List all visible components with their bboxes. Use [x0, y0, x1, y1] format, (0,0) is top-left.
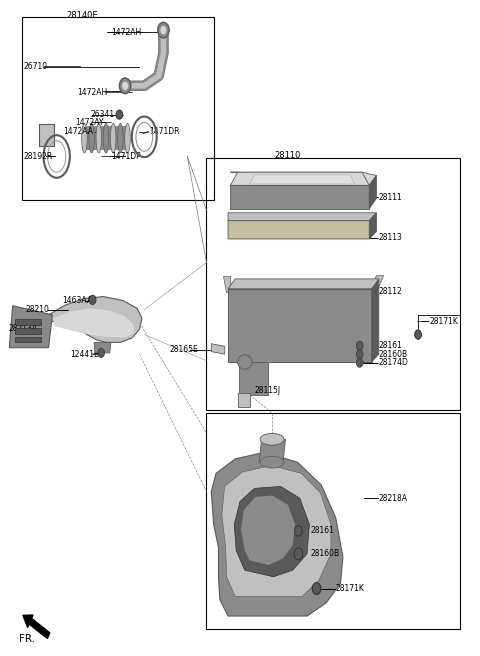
Text: 1472AY: 1472AY [75, 118, 103, 127]
Text: 28218A: 28218A [379, 494, 408, 502]
Polygon shape [369, 276, 384, 292]
Text: 28165E: 28165E [169, 345, 198, 354]
Polygon shape [211, 453, 343, 616]
Polygon shape [238, 394, 250, 407]
Text: 28140E: 28140E [66, 10, 98, 20]
Polygon shape [9, 306, 52, 348]
Bar [206, 413, 460, 629]
Polygon shape [15, 319, 41, 325]
Circle shape [356, 358, 363, 367]
Polygon shape [53, 308, 134, 337]
Circle shape [160, 26, 167, 35]
Bar [206, 158, 460, 410]
Ellipse shape [125, 123, 130, 153]
Polygon shape [369, 213, 376, 239]
Ellipse shape [110, 123, 116, 153]
Circle shape [116, 110, 123, 119]
Polygon shape [230, 185, 369, 209]
Text: 26341: 26341 [91, 110, 115, 119]
Circle shape [157, 22, 169, 38]
Polygon shape [230, 173, 376, 185]
Polygon shape [228, 220, 376, 239]
Circle shape [98, 348, 105, 358]
Text: 28161: 28161 [379, 341, 403, 350]
Polygon shape [250, 174, 355, 184]
Polygon shape [228, 213, 376, 220]
Text: 26710: 26710 [24, 62, 48, 71]
Polygon shape [241, 495, 295, 565]
Text: 28192R: 28192R [24, 152, 53, 161]
Text: 28174D: 28174D [379, 358, 408, 367]
Text: 1463AA: 1463AA [62, 296, 92, 305]
Circle shape [312, 583, 321, 594]
Text: 28160B: 28160B [379, 350, 408, 359]
Circle shape [120, 78, 131, 94]
Polygon shape [234, 486, 310, 577]
Ellipse shape [96, 123, 102, 153]
Text: 1472AH: 1472AH [111, 28, 141, 37]
Circle shape [295, 525, 302, 536]
Polygon shape [369, 175, 376, 209]
Polygon shape [228, 289, 372, 362]
Circle shape [122, 81, 129, 91]
Text: 28210: 28210 [25, 305, 49, 314]
Polygon shape [43, 297, 142, 348]
Text: 28110: 28110 [275, 152, 301, 160]
Polygon shape [372, 279, 379, 362]
Bar [22, 17, 214, 200]
Polygon shape [15, 328, 41, 334]
Ellipse shape [103, 123, 109, 153]
Polygon shape [222, 466, 331, 596]
Text: 1471DP: 1471DP [111, 152, 141, 161]
Polygon shape [230, 173, 369, 185]
Text: FR.: FR. [19, 634, 35, 644]
Circle shape [356, 350, 363, 359]
Polygon shape [84, 127, 128, 150]
Text: 28213A: 28213A [8, 323, 37, 333]
Text: 28171K: 28171K [429, 317, 458, 326]
Circle shape [89, 295, 96, 304]
Circle shape [415, 330, 421, 339]
Ellipse shape [260, 434, 284, 445]
FancyArrow shape [23, 615, 50, 638]
Ellipse shape [82, 123, 87, 153]
Polygon shape [228, 279, 379, 289]
Polygon shape [211, 344, 225, 354]
Circle shape [356, 341, 363, 350]
Text: 28112: 28112 [379, 287, 403, 297]
Text: 1472AA: 1472AA [63, 127, 93, 136]
Text: 28111: 28111 [379, 193, 403, 201]
Text: 28115J: 28115J [254, 386, 280, 395]
Text: 12441B: 12441B [70, 350, 99, 359]
Text: 28161: 28161 [311, 526, 335, 535]
Text: 28160B: 28160B [311, 549, 340, 558]
Polygon shape [94, 342, 111, 353]
Text: 1472AH: 1472AH [77, 88, 108, 97]
Polygon shape [239, 362, 268, 395]
Ellipse shape [118, 123, 123, 153]
Text: 28113: 28113 [379, 233, 403, 242]
Text: 1471DR: 1471DR [149, 127, 180, 136]
Ellipse shape [238, 355, 252, 369]
Polygon shape [39, 124, 54, 146]
Text: 28171K: 28171K [336, 584, 365, 593]
Polygon shape [259, 440, 286, 462]
Polygon shape [223, 276, 230, 292]
Circle shape [294, 548, 303, 560]
Ellipse shape [260, 457, 284, 468]
Ellipse shape [89, 123, 95, 153]
Polygon shape [15, 337, 41, 342]
